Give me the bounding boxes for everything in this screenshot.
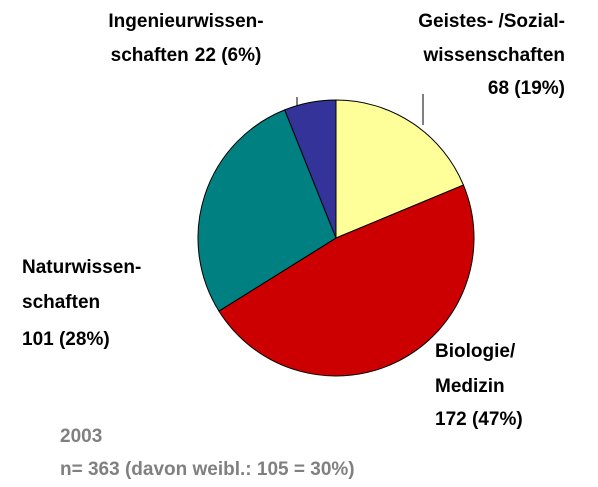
pie-slice bbox=[197, 109, 337, 312]
slice-label: wissenschaften bbox=[423, 45, 566, 66]
footer-year: 2003 bbox=[60, 426, 102, 447]
pie-slice bbox=[284, 99, 337, 239]
pie-slice bbox=[218, 184, 475, 377]
footer-note: n= 363 (davon weibl.: 105 = 30%) bbox=[60, 459, 355, 480]
slice-label: Ingenieurwissen- bbox=[108, 11, 263, 32]
slice-label: Naturwissen- bbox=[22, 257, 141, 278]
value-label: 172 (47%) bbox=[435, 409, 523, 430]
slice-label: Geistes- /Sozial- bbox=[418, 11, 565, 32]
slice-label: Biologie/ bbox=[435, 341, 516, 362]
value-label: 68 (19%) bbox=[488, 78, 565, 99]
value-label: 101 (28%) bbox=[22, 329, 110, 350]
slice-label: schaften bbox=[22, 292, 100, 313]
slice-label: schaften bbox=[111, 45, 189, 66]
value-label: 22 (6%) bbox=[195, 45, 262, 66]
pie-slice bbox=[335, 99, 465, 239]
slice-label: Medizin bbox=[435, 376, 505, 397]
